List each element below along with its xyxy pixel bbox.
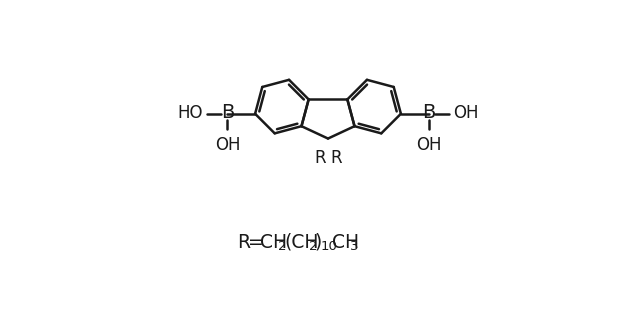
Text: CH: CH — [332, 233, 359, 252]
Text: =: = — [248, 233, 264, 252]
Text: 2: 2 — [278, 240, 287, 253]
Text: OH: OH — [214, 136, 240, 154]
Text: R: R — [330, 149, 342, 167]
Text: HO: HO — [177, 104, 203, 122]
Text: 2: 2 — [308, 240, 317, 253]
Text: OH: OH — [453, 104, 479, 122]
Text: 3: 3 — [349, 240, 358, 253]
Text: B: B — [221, 104, 234, 122]
Text: R: R — [314, 149, 326, 167]
Text: OH: OH — [416, 136, 442, 154]
Text: (CH: (CH — [284, 233, 319, 252]
Text: R: R — [237, 233, 250, 252]
Text: B: B — [422, 104, 435, 122]
Text: CH: CH — [260, 233, 287, 252]
Text: ): ) — [314, 233, 321, 252]
Text: 10: 10 — [320, 240, 337, 253]
